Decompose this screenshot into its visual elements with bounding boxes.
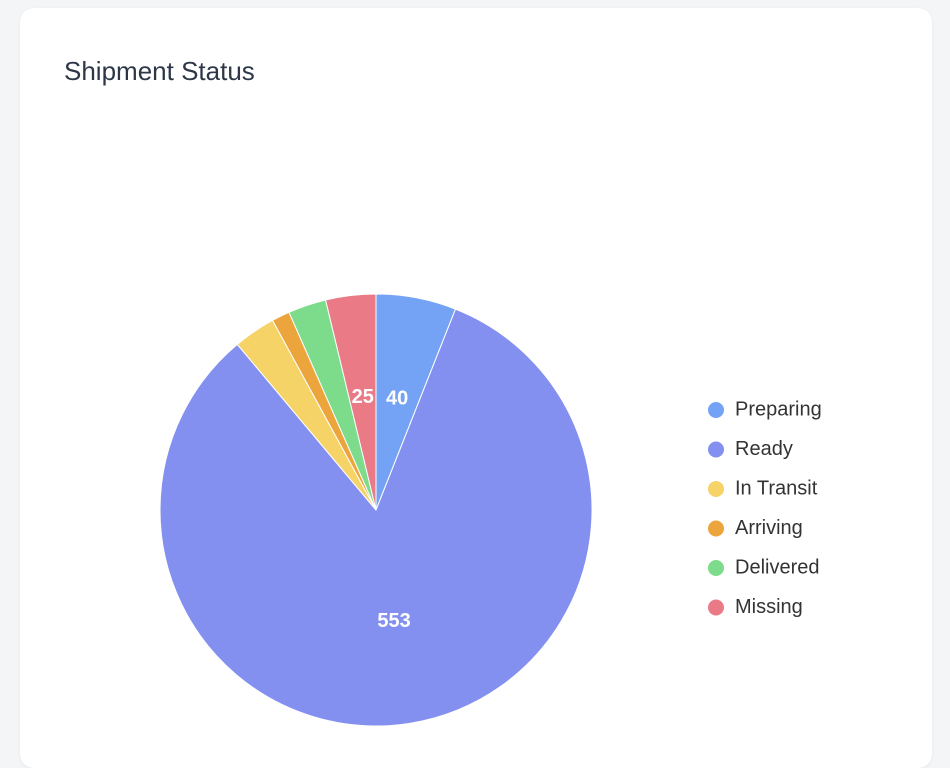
chart-title: Shipment Status (64, 56, 255, 86)
legend-label: Arriving (735, 517, 803, 539)
legend-swatch (708, 520, 724, 537)
legend-swatch (708, 481, 724, 497)
data-label: 25 (352, 386, 374, 408)
legend-swatch (708, 402, 724, 418)
data-label: 40 (386, 387, 408, 409)
legend-label: Ready (735, 438, 793, 460)
legend-label: In Transit (735, 477, 818, 499)
chart: Shipment Status 40 553 25 Preparing Ready In … (64, 56, 822, 727)
page: Shipment Status 40 553 25 Preparing Ready In … (20, 8, 932, 768)
legend-swatch (708, 441, 724, 458)
pie-slice (159, 308, 593, 727)
legend-label: Missing (735, 596, 803, 618)
pie-slice (324, 293, 377, 511)
legend-label: Delivered (735, 556, 819, 578)
legend-label: Preparing (735, 398, 822, 420)
legend-swatch (708, 560, 724, 576)
legend-swatch (708, 599, 724, 616)
data-label: 553 (377, 610, 410, 632)
